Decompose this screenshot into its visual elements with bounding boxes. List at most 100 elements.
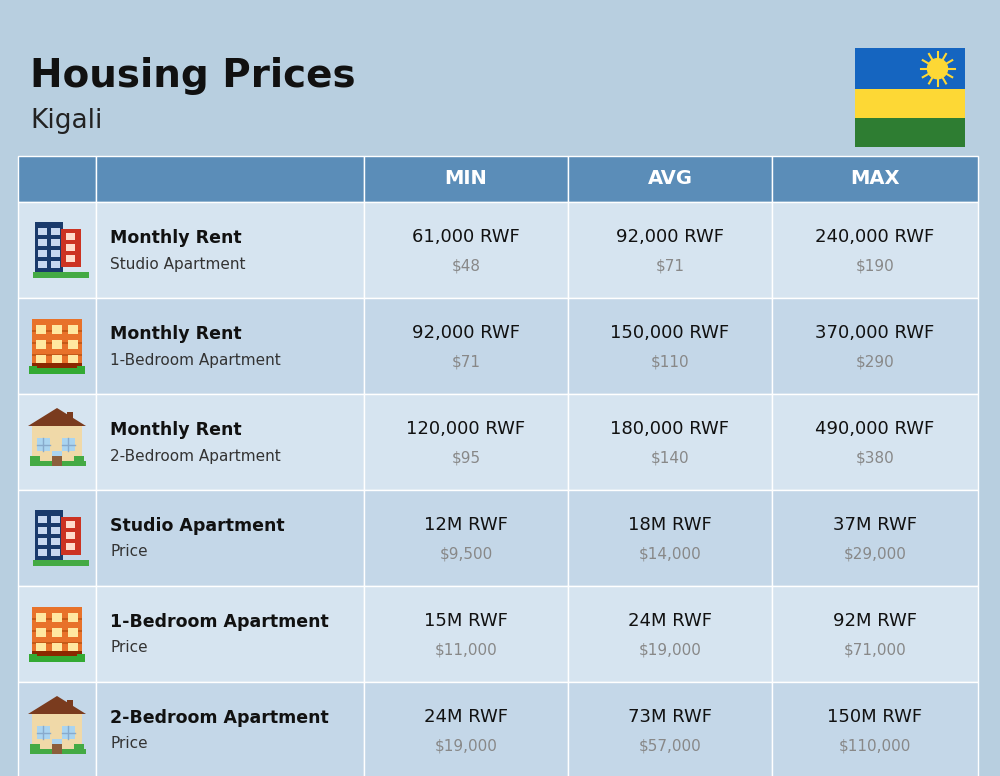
Bar [35,510,63,562]
Bar [52,340,62,348]
Bar [61,517,81,555]
Bar [96,298,364,394]
Bar [30,461,86,466]
Bar [38,250,47,257]
Text: $95: $95 [451,451,481,466]
Bar [32,714,82,754]
Bar [32,341,82,344]
Text: 15M RWF: 15M RWF [424,612,508,630]
Text: 240,000 RWF: 240,000 RWF [815,228,935,246]
Text: Kigali: Kigali [30,108,102,134]
Bar [51,239,60,246]
Text: 370,000 RWF: 370,000 RWF [815,324,935,342]
Bar [364,202,568,298]
Text: 92M RWF: 92M RWF [833,612,917,630]
Bar [18,298,96,394]
Bar [772,298,978,394]
Bar [18,586,96,682]
Bar [67,412,73,422]
Bar [32,656,82,661]
Bar [32,330,82,331]
Bar [364,156,568,202]
Bar [51,250,60,257]
Text: 92,000 RWF: 92,000 RWF [412,324,520,342]
Bar [568,298,772,394]
Text: Price: Price [110,736,148,751]
Text: $110,000: $110,000 [839,739,911,753]
Bar [364,490,568,586]
Bar [772,156,978,202]
Bar [37,726,50,739]
Text: Price: Price [110,640,148,656]
Bar [38,228,47,235]
Text: $71: $71 [656,258,684,273]
Polygon shape [28,408,86,426]
Bar [35,222,63,274]
Text: 61,000 RWF: 61,000 RWF [412,228,520,246]
Text: $14,000: $14,000 [639,546,701,562]
Text: $57,000: $57,000 [639,739,701,753]
Bar [32,368,82,373]
Bar [66,532,75,539]
Bar [36,628,46,636]
Text: $19,000: $19,000 [435,739,497,753]
Bar [62,438,75,451]
Text: 12M RWF: 12M RWF [424,516,508,534]
Text: $29,000: $29,000 [844,546,906,562]
Bar [32,642,82,643]
Bar [36,340,46,348]
Bar [52,739,62,754]
Text: 92,000 RWF: 92,000 RWF [616,228,724,246]
Bar [568,202,772,298]
Text: $11,000: $11,000 [435,643,497,657]
Text: $110: $110 [651,355,689,369]
Bar [68,612,78,622]
Bar [74,456,84,466]
Bar [18,202,96,298]
Text: 18M RWF: 18M RWF [628,516,712,534]
Bar [52,643,62,652]
Bar [568,682,772,776]
Bar [51,228,60,235]
Text: 2-Bedroom Apartment: 2-Bedroom Apartment [110,449,281,463]
Text: 150,000 RWF: 150,000 RWF [610,324,730,342]
Bar [364,298,568,394]
Bar [68,355,78,363]
Text: 73M RWF: 73M RWF [628,708,712,726]
Bar [52,612,62,622]
Bar [36,612,46,622]
Bar [52,451,62,466]
Text: MAX: MAX [850,169,900,189]
Bar [772,394,978,490]
Bar [364,586,568,682]
Text: $140: $140 [651,451,689,466]
Bar [568,394,772,490]
Bar [66,233,75,240]
Text: Studio Apartment: Studio Apartment [110,257,246,272]
Text: $19,000: $19,000 [639,643,701,657]
Polygon shape [928,59,948,78]
Bar [18,394,96,490]
Bar [51,527,60,534]
Bar [364,682,568,776]
Bar [66,521,75,528]
Bar [96,490,364,586]
Bar [568,586,772,682]
Bar [855,118,965,147]
Text: Monthly Rent: Monthly Rent [110,325,242,343]
Bar [32,618,82,619]
Text: 1-Bedroom Apartment: 1-Bedroom Apartment [110,613,329,631]
Bar [68,643,78,652]
Bar [32,318,82,368]
Text: 37M RWF: 37M RWF [833,516,917,534]
Bar [30,749,86,754]
Bar [52,739,62,744]
Bar [38,516,47,523]
Bar [36,355,46,363]
Bar [32,607,82,656]
Bar [96,156,364,202]
Bar [66,255,75,262]
Bar [68,324,78,334]
Bar [51,261,60,268]
Bar [32,426,82,466]
